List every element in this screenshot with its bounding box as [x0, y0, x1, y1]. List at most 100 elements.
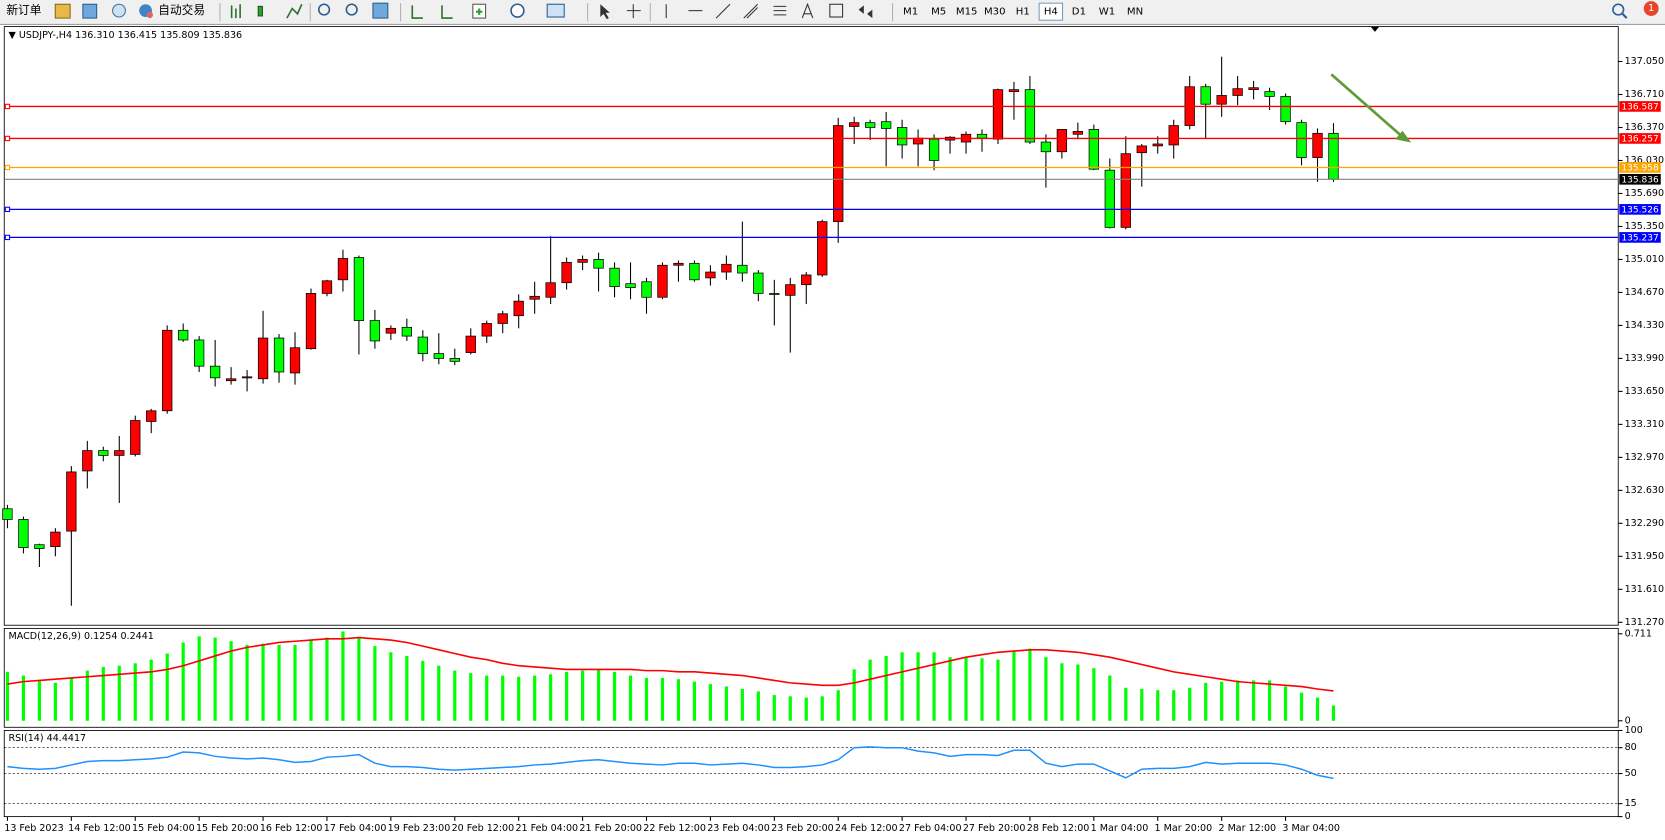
cursor-tool[interactable]: [600, 4, 610, 20]
macd-bar: [628, 675, 633, 721]
icon[interactable]: [546, 3, 565, 18]
macd-bar: [277, 644, 281, 721]
macd-bar: [437, 665, 441, 721]
macd-bar: [37, 680, 41, 721]
arrows-tool[interactable]: [858, 5, 873, 19]
macd-bar: [1315, 697, 1320, 721]
x-tick-label: 14 Feb 12:00: [68, 823, 131, 834]
timeframe-button[interactable]: H1: [1016, 7, 1030, 18]
header-open: 136.310: [75, 30, 114, 41]
macd-bar: [1092, 668, 1096, 721]
x-tick-label: 1 Mar 20:00: [1155, 823, 1213, 834]
timeframe-button[interactable]: M1: [903, 7, 918, 18]
y-tick-label: 0: [1625, 811, 1631, 822]
candle-body: [1104, 169, 1115, 228]
candle-body: [273, 337, 285, 373]
label-tool[interactable]: [829, 3, 844, 18]
icon[interactable]: [82, 3, 98, 19]
candle-body: [545, 282, 556, 298]
y-tick-label: 131.950: [1625, 551, 1664, 562]
candle-body: [992, 89, 1004, 140]
candle-body: [1328, 132, 1339, 180]
x-tick-label: 22 Feb 12:00: [643, 823, 706, 834]
crosshair-tool[interactable]: [626, 4, 641, 19]
macd-bar: [197, 636, 201, 721]
fibo-tool[interactable]: [773, 5, 787, 16]
rsi-pane: [3, 730, 1619, 818]
icon[interactable]: [257, 5, 263, 17]
y-tick-label: 132.970: [1625, 452, 1664, 463]
icon[interactable]: [372, 2, 389, 19]
timeframe-button[interactable]: W1: [1099, 7, 1115, 18]
icon[interactable]: [441, 5, 453, 19]
icon[interactable]: [54, 3, 71, 19]
candle-body: [178, 329, 189, 341]
candle-body: [18, 519, 29, 548]
y-tick-label: 133.650: [1625, 386, 1664, 397]
y-tick-label: 134.670: [1625, 287, 1664, 298]
macd-bar: [724, 686, 728, 721]
macd-bar: [485, 675, 489, 721]
candle-body: [1296, 122, 1307, 158]
macd-bar: [1252, 680, 1256, 721]
macd-bar: [1204, 682, 1208, 721]
timeframe-button[interactable]: M15: [956, 7, 978, 18]
candle-body: [1200, 86, 1211, 105]
channel-tool[interactable]: [743, 3, 758, 19]
macd-bar: [1283, 686, 1288, 721]
icon[interactable]: [230, 4, 241, 19]
price-label: 135.237: [1621, 233, 1658, 243]
candle-body: [801, 274, 812, 286]
y-tick-label: 0: [1625, 715, 1631, 726]
x-tick-label: 23 Feb 20:00: [771, 823, 834, 834]
icon[interactable]: [112, 3, 126, 18]
timeframe-button[interactable]: MN: [1127, 7, 1143, 18]
y-tick-label: 133.310: [1625, 419, 1664, 430]
macd-bar: [229, 641, 233, 721]
macd-bar: [948, 657, 952, 721]
level-handle: [4, 103, 11, 110]
rsi-line: [7, 746, 1334, 780]
macd-bar: [708, 684, 712, 721]
x-tick-label: 19 Feb 23:00: [388, 823, 451, 834]
candle-body: [1152, 143, 1163, 147]
candle-body: [34, 544, 45, 549]
chart-shift-marker: [1370, 26, 1380, 32]
candle-body: [98, 450, 109, 456]
icon[interactable]: [411, 5, 423, 19]
macd-bar: [1156, 690, 1160, 721]
macd-bar: [21, 675, 26, 721]
y-tick-label: 136.710: [1625, 89, 1664, 100]
timeframe-button[interactable]: H4: [1044, 7, 1058, 18]
zoom-in[interactable]: [317, 3, 331, 16]
macd-header: MACD(12,26,9) 0.1254 0.2441: [9, 630, 154, 641]
trendline-tool[interactable]: [715, 3, 731, 19]
rsi-title: RSI(14): [9, 732, 44, 743]
candle-body: [609, 267, 620, 287]
candle-body: [241, 376, 253, 379]
new-order-button[interactable]: 新订单: [6, 3, 41, 17]
candle-body: [257, 337, 269, 380]
toolbar: 新订单 自动交易: [0, 0, 1665, 25]
icon[interactable]: [510, 3, 525, 18]
timeframe-button[interactable]: M30: [984, 7, 1006, 18]
timeframe-button[interactable]: M5: [931, 7, 946, 18]
badge-count: 1: [1648, 3, 1654, 14]
candle-body: [209, 365, 221, 379]
timeframe-button[interactable]: D1: [1072, 7, 1086, 18]
candle-body: [817, 221, 828, 276]
auto-trading-button[interactable]: 自动交易: [139, 3, 205, 19]
price-label-bg: [1619, 232, 1661, 243]
price-label-bg: [1619, 133, 1661, 144]
x-tick-label: 2 Mar 12:00: [1218, 823, 1276, 834]
notifications[interactable]: 1: [1643, 1, 1659, 16]
header-high: 136.415: [118, 30, 157, 41]
icon[interactable]: [286, 3, 303, 19]
macd-bar: [501, 675, 505, 721]
zoom-out[interactable]: [345, 3, 358, 16]
search[interactable]: [1612, 3, 1625, 16]
rsi-header: RSI(14) 44.4417: [9, 732, 87, 743]
text-tool[interactable]: [801, 2, 814, 19]
